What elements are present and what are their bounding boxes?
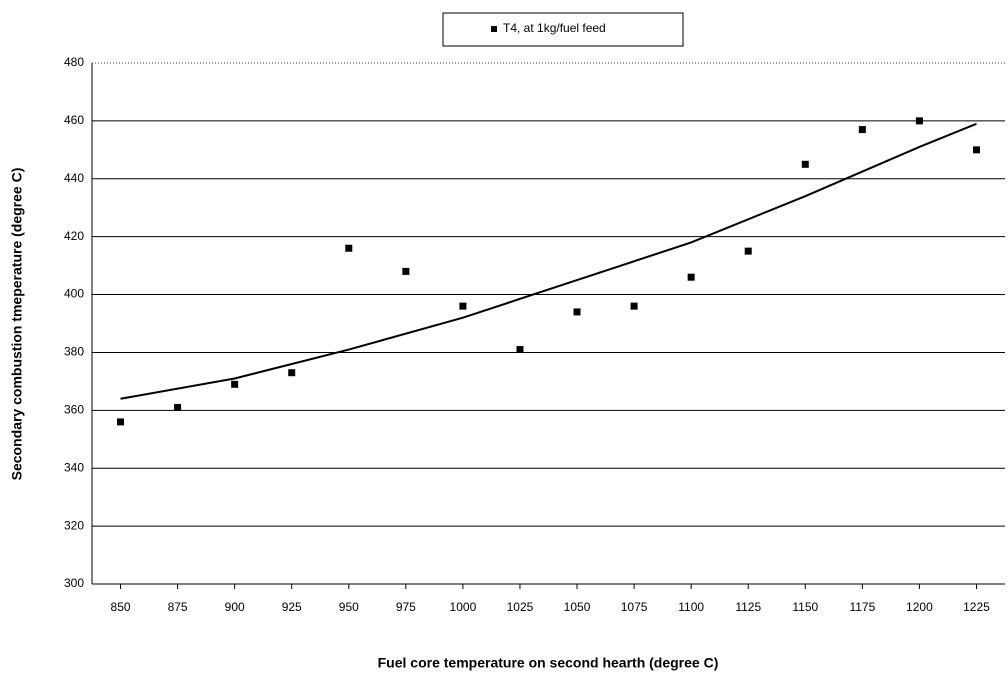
x-tick-label: 900 <box>225 600 245 614</box>
y-tick-label: 480 <box>64 55 84 69</box>
point <box>174 403 182 411</box>
point <box>345 244 353 252</box>
point <box>402 267 410 275</box>
point <box>915 117 923 125</box>
x-tick-label: 1175 <box>849 600 875 614</box>
x-tick-label: 1000 <box>450 600 477 614</box>
x-tick-label: 1075 <box>621 600 648 614</box>
point <box>288 369 296 377</box>
point <box>516 346 524 354</box>
trendline <box>120 122 977 400</box>
legend-label: T4, at 1kg/fuel feed <box>503 21 606 35</box>
x-tick-label: 1200 <box>906 600 933 614</box>
x-tick-label: 1025 <box>507 600 534 614</box>
x-tick-label: 1100 <box>678 600 704 614</box>
x-tick-label: 1150 <box>792 600 818 614</box>
y-tick-label: 400 <box>64 287 84 301</box>
point <box>972 146 980 154</box>
point <box>573 308 581 316</box>
y-tick-label: 440 <box>64 171 84 185</box>
point <box>858 126 866 134</box>
x-tick-label: 1050 <box>564 600 591 614</box>
point <box>231 380 239 388</box>
y-tick-label: 320 <box>64 518 84 532</box>
point <box>744 247 752 255</box>
point <box>117 418 125 426</box>
x-tick-label: 850 <box>111 600 131 614</box>
point <box>687 273 695 281</box>
point <box>630 302 638 310</box>
legend-box <box>442 12 684 47</box>
y-tick-label: 460 <box>64 113 84 127</box>
y-tick-label: 380 <box>64 345 84 359</box>
x-axis-title: Fuel core temperature on second hearth (… <box>378 655 719 671</box>
y-tick-label: 360 <box>64 403 84 417</box>
point <box>459 302 467 310</box>
y-tick-label: 340 <box>64 460 84 474</box>
x-tick-label: 875 <box>168 600 188 614</box>
x-tick-label: 975 <box>396 600 416 614</box>
y-tick-label: 300 <box>64 576 84 590</box>
x-tick-label: 925 <box>282 600 302 614</box>
y-axis-title: Secondary combustion tmeperature (degree… <box>9 168 25 481</box>
x-tick-label: 950 <box>339 600 359 614</box>
y-tick-label: 420 <box>64 229 84 243</box>
point <box>801 160 809 168</box>
x-tick-label: 1225 <box>963 600 990 614</box>
x-tick-label: 1125 <box>735 600 761 614</box>
legend-marker <box>491 26 497 32</box>
